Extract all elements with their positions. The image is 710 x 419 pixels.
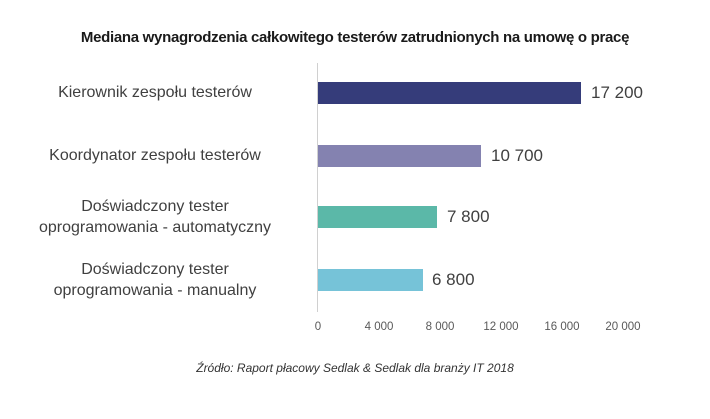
value-label-3: 7 800 [447,207,490,226]
value-label-4: 6 800 [432,270,475,289]
category-label-line2: oprogramowania - manualny [53,282,257,299]
category-label-2: Koordynator zespołu testerów [10,145,300,166]
x-tick-20000: 20 000 [605,321,641,333]
category-label-text: Kierownik zespołu testerów [58,84,252,101]
category-label-line2: oprogramowania - automatyczny [38,219,272,236]
source-note: Źródło: Raport płacowy Sedlak & Sedlak d… [196,361,514,375]
x-tick-16000: 16 000 [544,321,580,333]
category-label-line1: Doświadczony tester [81,261,229,278]
x-tick-8000: 8 000 [425,321,455,333]
x-tick-4000: 4 000 [364,321,394,333]
category-label-1: Kierownik zespołu testerów [10,82,300,103]
x-tick-12000: 12 000 [483,321,519,333]
value-label-2: 10 700 [491,146,543,165]
y-axis-line [317,63,318,312]
category-label-4: Doświadczony tester oprogramowania - man… [10,259,300,301]
category-label-3: Doświadczony tester oprogramowania - aut… [10,196,300,238]
x-tick-0: 0 [314,321,322,333]
bar-tester-automatyczny [318,206,437,228]
bar-kierownik [318,82,581,104]
bar-tester-manualny [318,269,423,291]
category-label-line1: Doświadczony tester [81,198,229,215]
value-label-1: 17 200 [591,83,643,102]
chart-title: Mediana wynagrodzenia całkowitego tester… [80,29,630,46]
category-label-text: Koordynator zespołu testerów [49,147,261,164]
bar-koordynator [318,145,481,167]
